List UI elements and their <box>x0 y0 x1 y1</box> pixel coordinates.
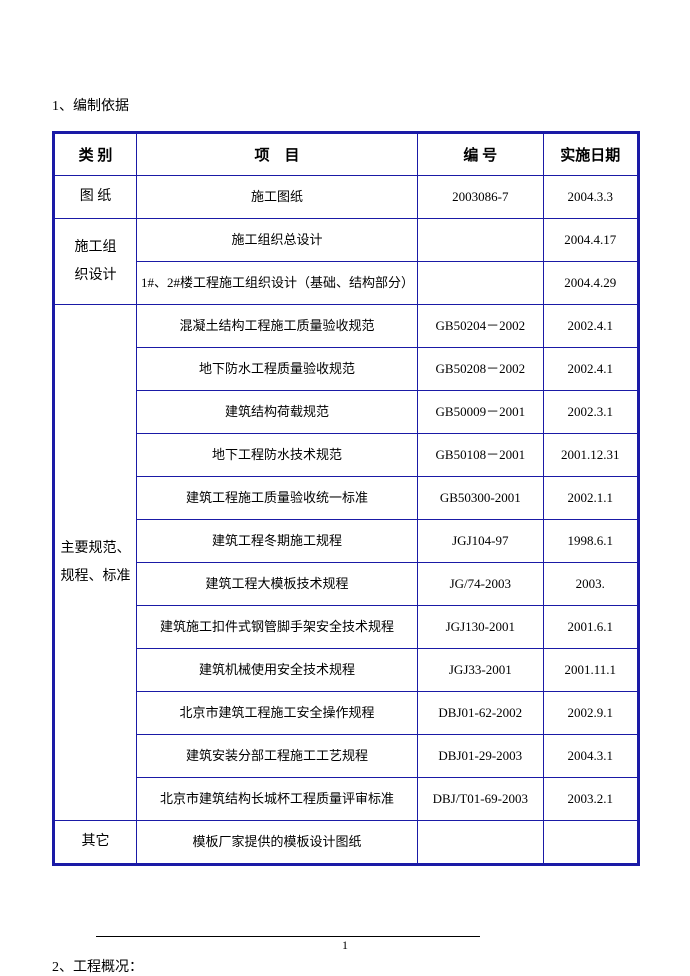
category-cell: 其它 <box>54 821 137 865</box>
code-cell: DBJ01-29-2003 <box>418 735 544 778</box>
code-cell: JGJ130-2001 <box>418 606 544 649</box>
table-row: 建筑工程施工质量验收统一标准GB50300-20012002.1.1 <box>54 477 639 520</box>
item-cell: 建筑机械使用安全技术规程 <box>136 649 417 692</box>
code-cell: GB50108－2001 <box>418 434 544 477</box>
item-cell: 1#、2#楼工程施工组织设计（基础、结构部分） <box>136 262 417 305</box>
code-cell: GB50204－2002 <box>418 305 544 348</box>
basis-table: 类 别 项 目 编 号 实施日期 图 纸施工图纸2003086-72004.3.… <box>52 131 640 866</box>
table-row: 施工组 织设计施工组织总设计2004.4.17 <box>54 219 639 262</box>
code-cell <box>418 262 544 305</box>
date-cell: 2004.3.1 <box>543 735 638 778</box>
table-row: 图 纸施工图纸2003086-72004.3.3 <box>54 176 639 219</box>
code-cell: JGJ33-2001 <box>418 649 544 692</box>
table-row: 建筑施工扣件式钢管脚手架安全技术规程JGJ130-20012001.6.1 <box>54 606 639 649</box>
date-cell: 2004.4.29 <box>543 262 638 305</box>
code-cell <box>418 219 544 262</box>
code-cell: 2003086-7 <box>418 176 544 219</box>
code-cell: JG/74-2003 <box>418 563 544 606</box>
table-header-row: 类 别 项 目 编 号 实施日期 <box>54 133 639 176</box>
date-cell: 2002.4.1 <box>543 305 638 348</box>
code-cell: DBJ01-62-2002 <box>418 692 544 735</box>
header-item: 项 目 <box>136 133 417 176</box>
table-row: 建筑安装分部工程施工工艺规程DBJ01-29-20032004.3.1 <box>54 735 639 778</box>
category-cell: 主要规范、 规程、标准 <box>54 305 137 821</box>
date-cell: 1998.6.1 <box>543 520 638 563</box>
code-cell: GB50208－2002 <box>418 348 544 391</box>
date-cell: 2001.11.1 <box>543 649 638 692</box>
table-row: 北京市建筑工程施工安全操作规程DBJ01-62-20022002.9.1 <box>54 692 639 735</box>
table-row: 建筑工程大模板技术规程JG/74-20032003. <box>54 563 639 606</box>
table-row: 建筑工程冬期施工规程JGJ104-971998.6.1 <box>54 520 639 563</box>
date-cell: 2004.3.3 <box>543 176 638 219</box>
table-row: 地下防水工程质量验收规范GB50208－20022002.4.1 <box>54 348 639 391</box>
item-cell: 建筑工程施工质量验收统一标准 <box>136 477 417 520</box>
item-cell: 建筑结构荷载规范 <box>136 391 417 434</box>
section-1-title: 1、编制依据 <box>52 95 640 115</box>
date-cell: 2002.1.1 <box>543 477 638 520</box>
table-row: 北京市建筑结构长城杯工程质量评审标准DBJ/T01-69-20032003.2.… <box>54 778 639 821</box>
date-cell: 2002.3.1 <box>543 391 638 434</box>
category-cell: 施工组 织设计 <box>54 219 137 305</box>
item-cell: 北京市建筑结构长城杯工程质量评审标准 <box>136 778 417 821</box>
table-row: 建筑结构荷载规范GB50009－20012002.3.1 <box>54 391 639 434</box>
item-cell: 混凝土结构工程施工质量验收规范 <box>136 305 417 348</box>
header-category: 类 别 <box>54 133 137 176</box>
section-2-title: 2、工程概况： <box>52 956 640 976</box>
table-row: 地下工程防水技术规范GB50108－20012001.12.31 <box>54 434 639 477</box>
item-cell: 北京市建筑工程施工安全操作规程 <box>136 692 417 735</box>
table-row: 建筑机械使用安全技术规程JGJ33-20012001.11.1 <box>54 649 639 692</box>
code-cell: JGJ104-97 <box>418 520 544 563</box>
date-cell <box>543 821 638 865</box>
table-row: 主要规范、 规程、标准混凝土结构工程施工质量验收规范GB50204－200220… <box>54 305 639 348</box>
item-cell: 地下防水工程质量验收规范 <box>136 348 417 391</box>
date-cell: 2004.4.17 <box>543 219 638 262</box>
code-cell: GB50300-2001 <box>418 477 544 520</box>
item-cell: 施工图纸 <box>136 176 417 219</box>
date-cell: 2002.4.1 <box>543 348 638 391</box>
code-cell <box>418 821 544 865</box>
footer-rule <box>96 936 480 937</box>
item-cell: 建筑安装分部工程施工工艺规程 <box>136 735 417 778</box>
item-cell: 建筑工程大模板技术规程 <box>136 563 417 606</box>
header-code: 编 号 <box>418 133 544 176</box>
page-number: 1 <box>0 938 690 953</box>
date-cell: 2001.12.31 <box>543 434 638 477</box>
header-date: 实施日期 <box>543 133 638 176</box>
date-cell: 2003.2.1 <box>543 778 638 821</box>
item-cell: 建筑施工扣件式钢管脚手架安全技术规程 <box>136 606 417 649</box>
date-cell: 2003. <box>543 563 638 606</box>
item-cell: 地下工程防水技术规范 <box>136 434 417 477</box>
date-cell: 2002.9.1 <box>543 692 638 735</box>
table-row: 1#、2#楼工程施工组织设计（基础、结构部分） 2004.4.29 <box>54 262 639 305</box>
date-cell: 2001.6.1 <box>543 606 638 649</box>
item-cell: 模板厂家提供的模板设计图纸 <box>136 821 417 865</box>
code-cell: DBJ/T01-69-2003 <box>418 778 544 821</box>
item-cell: 施工组织总设计 <box>136 219 417 262</box>
category-cell: 图 纸 <box>54 176 137 219</box>
code-cell: GB50009－2001 <box>418 391 544 434</box>
table-row: 其它模板厂家提供的模板设计图纸 <box>54 821 639 865</box>
item-cell: 建筑工程冬期施工规程 <box>136 520 417 563</box>
